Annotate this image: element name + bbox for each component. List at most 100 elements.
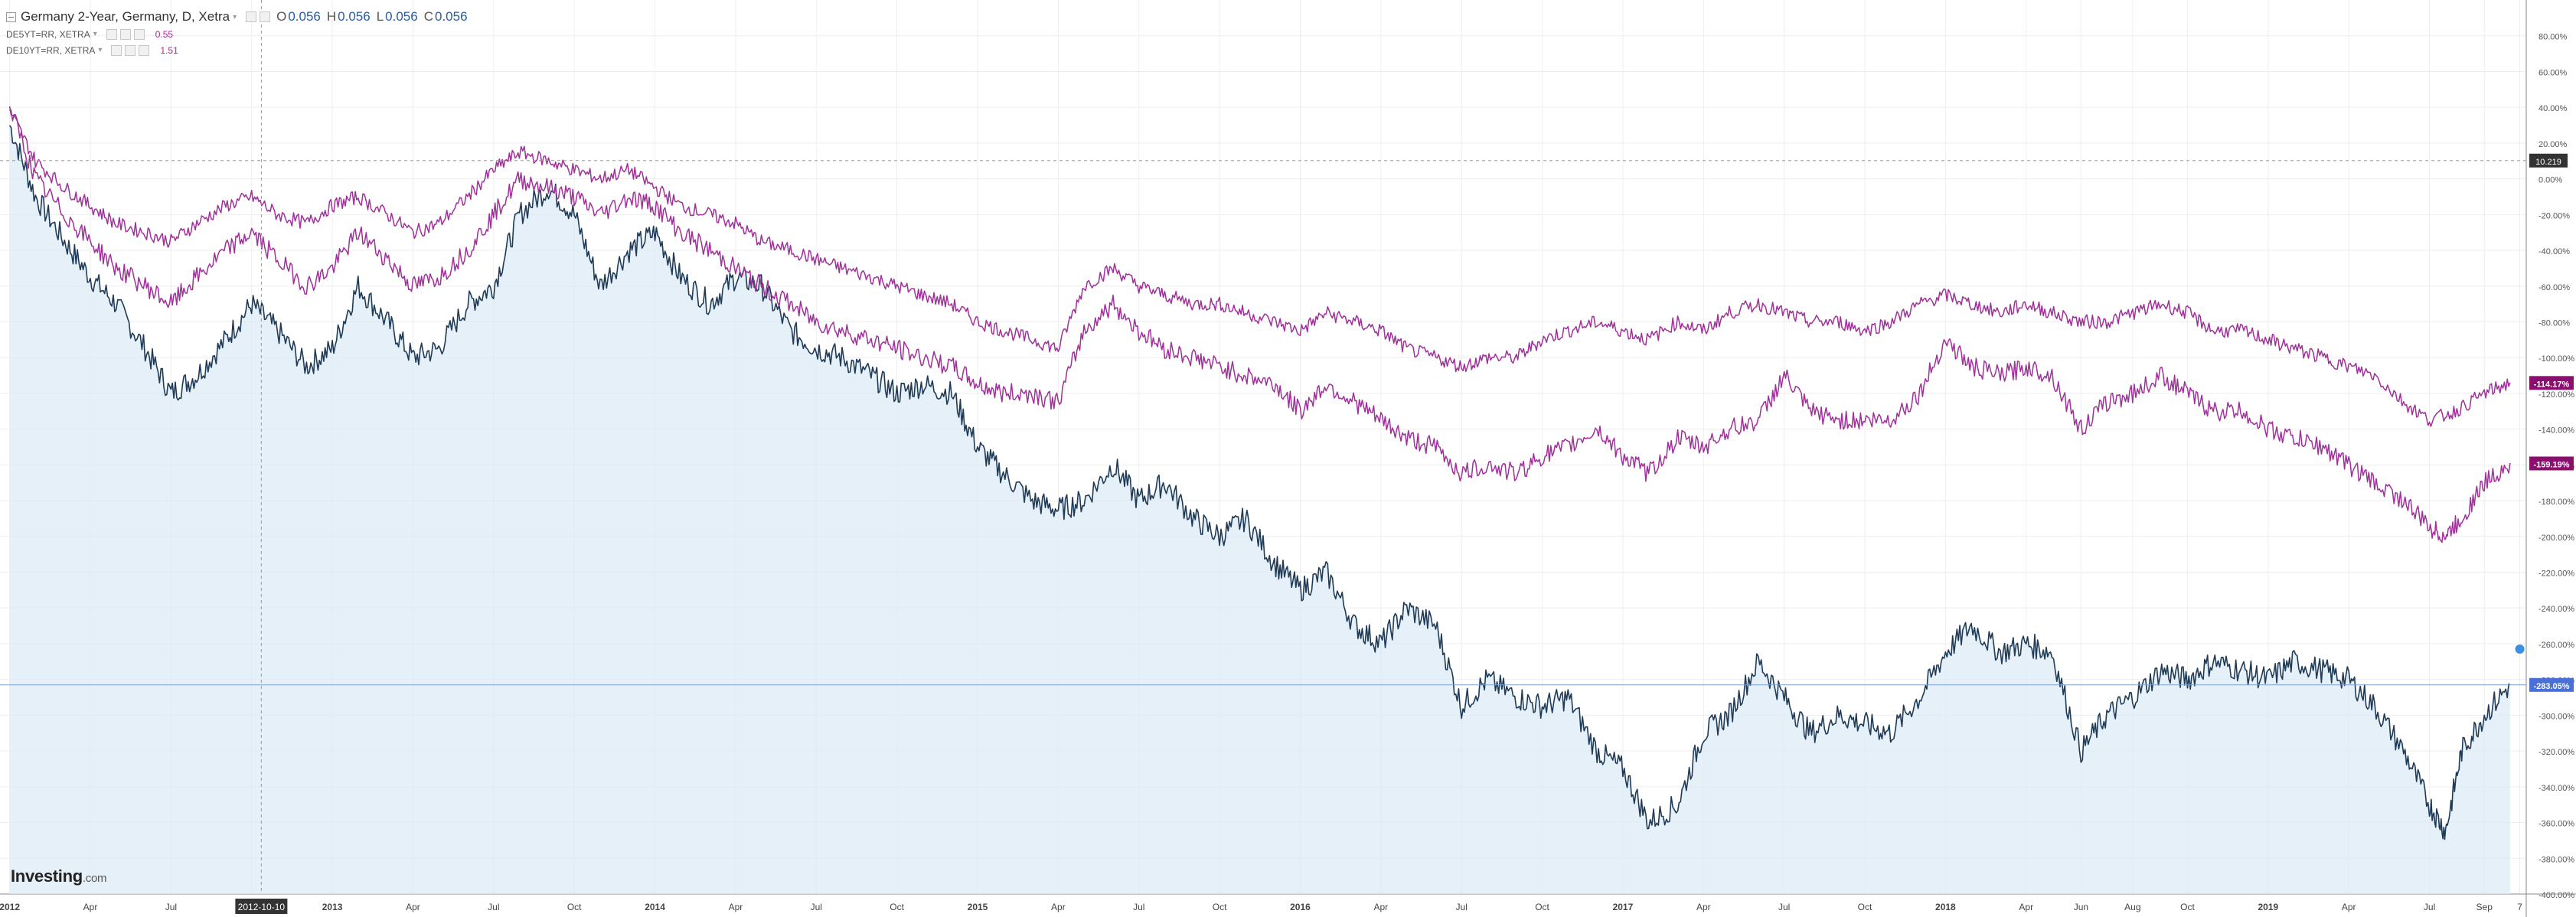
x-tick-label: Oct (890, 902, 904, 912)
series-a-legend[interactable]: DE5YT=RR, XETRA ▾ 0.55 (6, 26, 468, 42)
y-tick-label: -380.00% (2538, 855, 2574, 864)
investing-logo: Investing.com (11, 866, 106, 886)
x-tick-label: Oct (1213, 902, 1227, 912)
x-tick-label: Apr (1051, 902, 1066, 912)
logo-domain: .com (82, 872, 107, 885)
x-tick-label: Jul (2424, 902, 2435, 912)
x-tick-label: 2016 (1290, 902, 1311, 912)
eye-icon[interactable] (111, 44, 122, 56)
chevron-down-icon[interactable]: ▾ (233, 12, 237, 21)
y-tick-label: -20.00% (2538, 211, 2570, 220)
y-tick-label: -80.00% (2538, 318, 2570, 328)
x-tick-label: Apr (83, 902, 98, 912)
series-line-compare-b (9, 109, 2511, 543)
x-tick-label: 2019 (2258, 902, 2278, 912)
series-b-name[interactable]: DE10YT=RR, XETRA (6, 44, 96, 56)
y-tick-label: -260.00% (2538, 641, 2574, 650)
x-tick-label: Oct (2180, 902, 2195, 912)
ohlc-high-label: H (326, 9, 337, 24)
last-value-badge-series-a (2529, 376, 2574, 390)
x-tick-label: Aug (2124, 902, 2140, 912)
last-value-badge-series-b (2529, 456, 2574, 471)
y-tick-label: -100.00% (2538, 354, 2574, 364)
x-tick-label: 2012 (0, 902, 20, 912)
y-tick-label: -120.00% (2538, 390, 2574, 400)
last-value-label-series-b: -159.19% (2533, 460, 2569, 469)
chart-legend: Germany 2-Year, Germany, D, Xetra ▾ O 0.0… (6, 8, 468, 58)
ohlc-open-label: O (276, 9, 287, 24)
last-value-label-series-a: -114.17% (2534, 380, 2570, 389)
x-tick-label: Apr (2019, 902, 2033, 912)
main-series-legend[interactable]: Germany 2-Year, Germany, D, Xetra ▾ O 0.0… (6, 8, 468, 26)
ohlc-low: 0.056 (385, 9, 418, 24)
x-tick-label: Apr (2342, 902, 2356, 912)
y-tick-label: -400.00% (2538, 891, 2574, 900)
y-tick-label: -180.00% (2538, 498, 2574, 507)
x-tick-label: Jul (811, 902, 822, 912)
crosshair-y-label: 10.219 (2535, 158, 2561, 167)
x-tick-label: 7 (2517, 902, 2522, 912)
y-tick-label: -60.00% (2538, 283, 2570, 292)
x-tick-label: 2013 (322, 902, 343, 912)
x-tick-label: Apr (1373, 902, 1388, 912)
y-tick-label: -360.00% (2538, 820, 2574, 829)
x-tick-label: Oct (1858, 902, 1872, 912)
x-tick-label: Jul (488, 902, 499, 912)
x-tick-label: Jun (2074, 902, 2088, 912)
ohlc-high: 0.056 (338, 9, 371, 24)
x-tick-label: 2014 (645, 902, 665, 912)
series-a-name[interactable]: DE5YT=RR, XETRA (6, 28, 90, 40)
ohlc-open: 0.056 (288, 9, 321, 24)
series-line-main (8, 125, 2511, 840)
y-tick-label: -340.00% (2538, 784, 2574, 793)
ohlc-close-label: C (423, 9, 433, 24)
ohlc-low-label: L (376, 9, 384, 24)
crosshair-y-badge (2529, 153, 2568, 168)
y-tick-label: 0.00% (2538, 176, 2562, 185)
y-tick-label: -220.00% (2538, 569, 2574, 579)
crosshair-x-badge (235, 899, 288, 914)
last-value-label-main: -283.05% (2533, 682, 2569, 691)
y-tick-label: 60.00% (2538, 68, 2568, 77)
x-tick-label: Sep (2476, 902, 2493, 912)
last-value-badge-main (2529, 677, 2574, 692)
y-tick-label: -40.00% (2538, 247, 2570, 256)
settings-icon[interactable] (119, 28, 131, 40)
series-b-value: 1.51 (160, 44, 178, 56)
close-icon[interactable] (139, 44, 150, 56)
y-tick-label: -320.00% (2538, 748, 2574, 757)
series-line-compare-a (8, 106, 2511, 427)
eye-icon[interactable] (106, 28, 117, 40)
settings-icon[interactable] (246, 11, 257, 22)
close-icon[interactable] (133, 28, 145, 40)
y-tick-label: 80.00% (2538, 33, 2568, 42)
x-tick-label: Oct (1535, 902, 1549, 912)
y-tick-label: 20.00% (2538, 140, 2568, 149)
logo-text: Investing (11, 866, 83, 886)
x-tick-label: Apr (729, 902, 743, 912)
x-tick-label: Oct (567, 902, 582, 912)
main-series-area (9, 125, 2510, 895)
close-icon[interactable] (260, 11, 271, 22)
x-tick-label: Jul (165, 902, 177, 912)
y-tick-label: -140.00% (2538, 426, 2574, 436)
collapse-legend-icon[interactable] (6, 11, 16, 22)
event-marker-icon (2515, 644, 2525, 654)
x-tick-label: 2018 (1935, 902, 1956, 912)
series-a-value: 0.55 (155, 28, 174, 40)
chevron-down-icon[interactable]: ▾ (98, 46, 103, 54)
y-tick-label: -240.00% (2538, 605, 2574, 614)
x-tick-label: Apr (1696, 902, 1711, 912)
y-tick-label: -200.00% (2538, 534, 2574, 543)
x-tick-label: Jul (1456, 902, 1468, 912)
symbol-title[interactable]: Germany 2-Year, Germany, D, Xetra (21, 9, 230, 24)
x-tick-label: 2017 (1613, 902, 1634, 912)
x-tick-label: Jul (1778, 902, 1790, 912)
series-b-legend[interactable]: DE10YT=RR, XETRA ▾ 1.51 (6, 42, 468, 58)
y-tick-label: -300.00% (2538, 712, 2574, 721)
x-tick-label: Apr (406, 902, 420, 912)
settings-icon[interactable] (125, 44, 136, 56)
chevron-down-icon[interactable]: ▾ (93, 30, 97, 38)
y-tick-label: 40.00% (2538, 104, 2568, 113)
